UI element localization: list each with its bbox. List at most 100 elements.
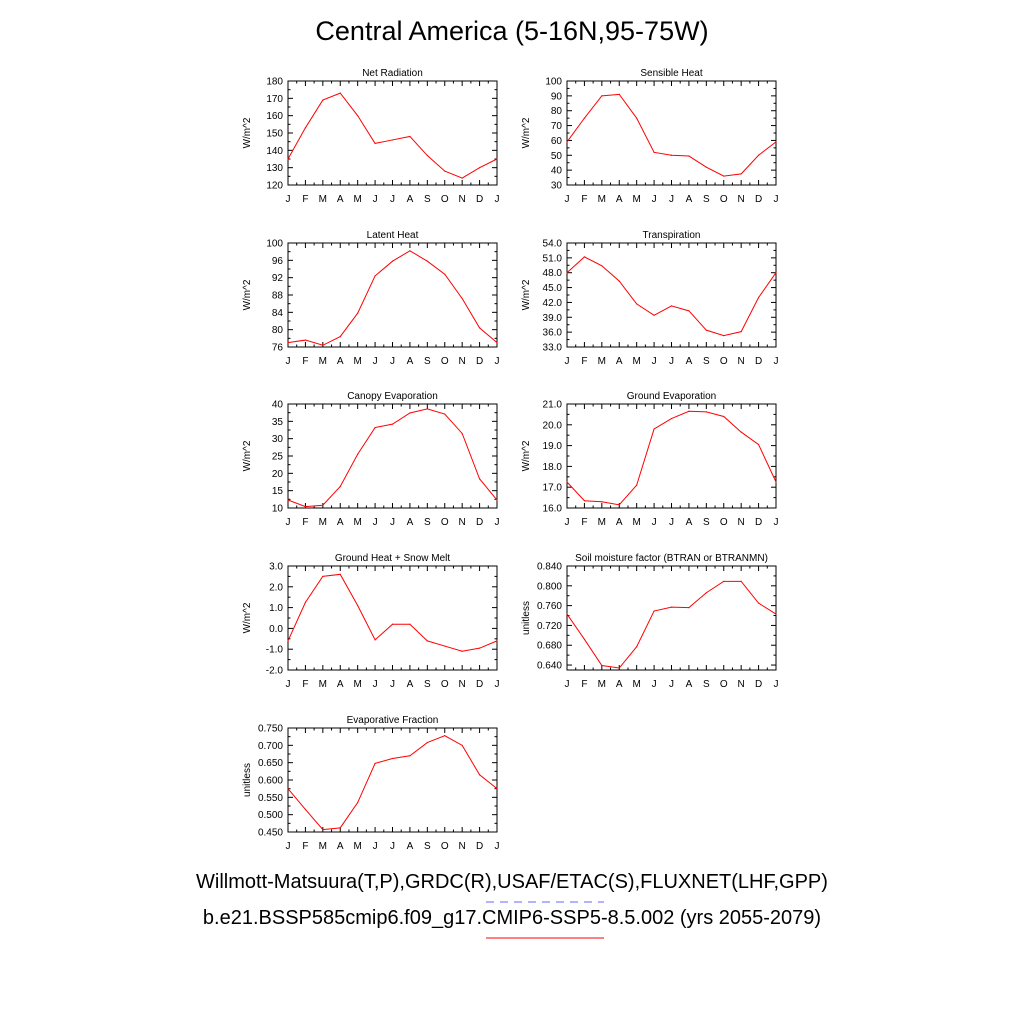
data-point	[775, 141, 777, 143]
data-point	[496, 342, 498, 344]
data-point	[426, 640, 428, 642]
data-point	[304, 339, 307, 341]
y-tick-label: 18.0	[543, 462, 563, 473]
x-tick-label: J	[565, 356, 570, 367]
data-point	[478, 327, 481, 329]
x-tick-label: M	[353, 194, 361, 205]
data-point	[357, 312, 359, 314]
x-tick-label: F	[581, 679, 587, 690]
y-tick-label: 170	[266, 94, 283, 105]
data-point	[496, 640, 498, 642]
data-point	[287, 640, 289, 642]
data-point	[566, 481, 568, 483]
y-tick-label: 20.0	[543, 420, 563, 431]
data-point	[723, 415, 725, 418]
y-tick-label: -1.0	[266, 645, 284, 656]
data-point	[757, 443, 760, 446]
page-title: Central America (5-16N,95-75W)	[315, 16, 709, 46]
x-tick-label: O	[720, 356, 728, 367]
y-tick-label: 16.0	[543, 504, 563, 515]
data-point	[287, 158, 289, 160]
data-point	[357, 801, 359, 804]
x-tick-label: J	[669, 356, 674, 367]
data-point	[409, 135, 411, 138]
x-tick-label: S	[703, 194, 710, 205]
x-tick-label: J	[565, 517, 570, 528]
x-tick-label: J	[669, 517, 674, 528]
y-tick-label: 0.680	[537, 641, 562, 652]
data-point	[583, 117, 586, 119]
y-tick-label: 0.500	[258, 810, 283, 821]
x-tick-label: M	[353, 517, 361, 528]
x-tick-label: J	[774, 679, 779, 690]
data-point	[409, 412, 411, 414]
y-tick-label: 33.0	[543, 343, 563, 354]
data-point	[723, 175, 725, 177]
x-tick-label: F	[302, 194, 308, 205]
x-tick-label: J	[495, 841, 500, 852]
chart-title: Canopy Evaporation	[347, 391, 438, 402]
data-point	[357, 115, 359, 117]
data-point	[636, 646, 638, 648]
y-tick-label: 39.0	[543, 313, 563, 324]
data-point	[339, 336, 341, 338]
y-tick-label: 0.800	[537, 581, 562, 592]
x-tick-label: J	[373, 679, 378, 690]
x-tick-label: F	[581, 517, 587, 528]
y-tick-label: 0.650	[258, 758, 283, 769]
x-tick-label: J	[286, 356, 291, 367]
x-tick-label: A	[616, 356, 623, 367]
data-point	[478, 167, 481, 169]
data-point	[601, 501, 603, 503]
legend-model-text: b.e21.BSSP585cmip6.f09_g17.CMIP6-SSP5-8.…	[202, 907, 822, 929]
x-tick-label: N	[459, 841, 466, 852]
data-point	[601, 664, 603, 667]
data-point	[444, 273, 446, 275]
data-point	[391, 757, 394, 760]
series-line	[566, 410, 777, 506]
data-point	[583, 500, 586, 502]
data-point	[566, 613, 568, 615]
x-tick-label: N	[738, 517, 745, 528]
data-point	[740, 431, 742, 433]
x-tick-label: M	[632, 679, 640, 690]
data-point	[478, 478, 481, 480]
data-point	[391, 260, 394, 262]
y-tick-label: 51.0	[543, 253, 563, 264]
x-tick-label: A	[686, 356, 693, 367]
x-tick-label: N	[459, 517, 466, 528]
x-tick-label: J	[565, 679, 570, 690]
data-point	[653, 314, 655, 316]
series-line	[287, 573, 498, 652]
data-point	[670, 606, 673, 608]
y-tick-label: 150	[266, 129, 283, 140]
data-point	[287, 499, 289, 501]
x-tick-label: M	[319, 679, 327, 690]
y-tick-label: 0.550	[258, 793, 283, 804]
x-tick-label: J	[774, 356, 779, 367]
chart-title: Latent Heat	[367, 230, 419, 241]
x-tick-label: M	[598, 194, 606, 205]
data-point	[339, 827, 341, 829]
y-tick-label: 19.0	[543, 441, 563, 452]
data-point	[391, 139, 394, 141]
y-tick-label: 45.0	[543, 283, 563, 294]
x-tick-label: J	[652, 679, 657, 690]
x-tick-label: J	[373, 194, 378, 205]
data-point	[740, 580, 742, 582]
data-point	[670, 154, 673, 156]
data-point	[426, 154, 428, 157]
x-tick-label: M	[319, 841, 327, 852]
x-tick-label: A	[337, 194, 344, 205]
x-tick-label: J	[286, 841, 291, 852]
x-tick-label: M	[632, 356, 640, 367]
data-point	[304, 506, 307, 508]
plot-frame	[287, 727, 498, 833]
x-tick-label: J	[390, 841, 395, 852]
y-tick-label: 0.840	[537, 562, 562, 573]
series-line	[287, 735, 498, 831]
data-point	[339, 573, 341, 575]
x-tick-label: J	[669, 679, 674, 690]
